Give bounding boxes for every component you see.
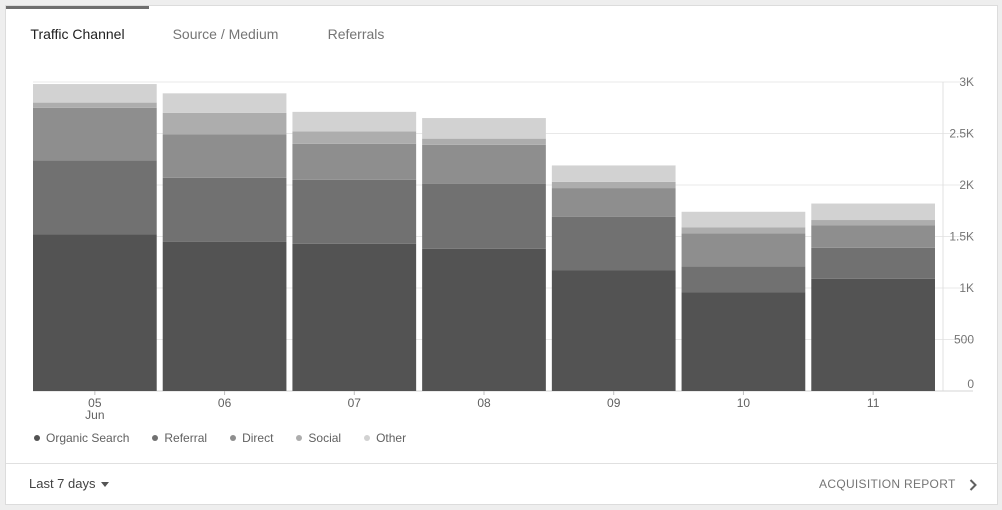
legend-label: Other	[376, 431, 407, 445]
bar-segment-direct	[681, 233, 806, 267]
y-tick-label: 0	[967, 377, 974, 391]
x-tick-sublabel: Jun	[85, 408, 104, 422]
x-tick-label: 10	[737, 396, 751, 410]
y-tick-label: 500	[954, 333, 974, 347]
y-tick-label: 2.5K	[949, 127, 974, 141]
bar-segment-organic-search	[422, 248, 546, 391]
tab-bar: Traffic Channel Source / Medium Referral…	[6, 6, 997, 62]
x-tick-label: 09	[607, 396, 621, 410]
legend-label: Referral	[164, 431, 208, 445]
bar-segment-direct	[422, 144, 546, 184]
bar-segment-other	[811, 203, 935, 221]
y-tick-label: 2K	[959, 178, 974, 192]
bar-segment-other	[162, 93, 287, 113]
bar-segment-referral	[681, 266, 806, 293]
legend-item[interactable]: Other	[364, 430, 406, 446]
tab-referrals[interactable]: Referrals	[327, 26, 385, 42]
x-tick-label: 08	[477, 396, 491, 410]
tab-source-medium[interactable]: Source / Medium	[172, 26, 279, 42]
bar-segment-organic-search	[811, 278, 935, 391]
bar-segment-other	[33, 84, 157, 103]
legend-swatch	[152, 435, 159, 441]
chevron-right-icon	[969, 479, 977, 491]
bar-segment-referral	[551, 216, 676, 271]
bar-segment-direct	[33, 107, 157, 161]
report-link-label: ACQUISITION REPORT	[819, 477, 956, 491]
bar-segment-organic-search	[162, 241, 287, 391]
legend-label: Direct	[242, 431, 274, 445]
bar-segment-referral	[162, 177, 287, 242]
bar-segment-social	[33, 102, 157, 108]
legend-item[interactable]: Social	[296, 430, 341, 446]
legend-swatch	[364, 435, 371, 441]
bar-segment-referral	[811, 247, 935, 279]
x-tick-label: 05	[88, 396, 102, 410]
caret-down-icon	[100, 482, 109, 488]
bar-segment-direct	[811, 225, 935, 248]
bar-segment-organic-search	[292, 243, 417, 391]
legend-swatch	[34, 435, 40, 441]
active-tab-indicator	[6, 6, 149, 9]
bar-segment-social	[681, 227, 806, 234]
bar-segment-other	[422, 118, 546, 139]
tab-traffic-channel[interactable]: Traffic Channel	[30, 26, 125, 42]
bar-segment-organic-search	[551, 270, 676, 391]
bar-segment-other	[551, 165, 676, 182]
x-tick-label: 11	[867, 396, 880, 410]
card-footer: Last 7 days ACQUISITION REPORT	[6, 463, 997, 504]
bar-segment-direct	[551, 188, 676, 217]
legend-item[interactable]: Direct	[230, 430, 273, 446]
x-tick-label: 07	[348, 396, 362, 410]
legend-swatch	[230, 435, 237, 441]
legend-item[interactable]: Organic Search	[34, 430, 129, 446]
bar-segment-other	[292, 111, 417, 132]
bar-segment-other	[681, 211, 806, 228]
bar-segment-organic-search	[681, 292, 806, 391]
bar-segment-social	[162, 112, 287, 135]
bar-segment-referral	[422, 183, 546, 249]
acquisition-card: Traffic Channel Source / Medium Referral…	[5, 5, 998, 505]
legend-label: Social	[308, 431, 342, 445]
bar-segment-social	[551, 181, 676, 189]
x-tick-label: 06	[218, 396, 232, 410]
legend-label: Organic Search	[46, 431, 130, 445]
bar-segment-social	[811, 220, 935, 226]
legend-item[interactable]: Referral	[152, 430, 207, 446]
date-range-label: Last 7 days	[29, 476, 96, 491]
y-tick-label: 3K	[959, 76, 974, 89]
bar-segment-social	[292, 131, 417, 144]
bar-segment-direct	[292, 143, 417, 180]
bar-segment-organic-search	[33, 234, 157, 391]
bar-segment-referral	[292, 179, 417, 244]
date-range-dropdown[interactable]: Last 7 days	[29, 464, 109, 504]
acquisition-report-link[interactable]: ACQUISITION REPORT	[819, 464, 977, 504]
bar-segment-direct	[162, 134, 287, 178]
y-tick-label: 1K	[959, 281, 974, 295]
y-tick-label: 1.5K	[949, 230, 974, 244]
bar-segment-social	[422, 138, 546, 145]
legend-swatch	[296, 435, 303, 441]
chart-legend: Organic Search Referral Direct Social Other	[34, 430, 429, 446]
bar-segment-referral	[33, 160, 157, 235]
